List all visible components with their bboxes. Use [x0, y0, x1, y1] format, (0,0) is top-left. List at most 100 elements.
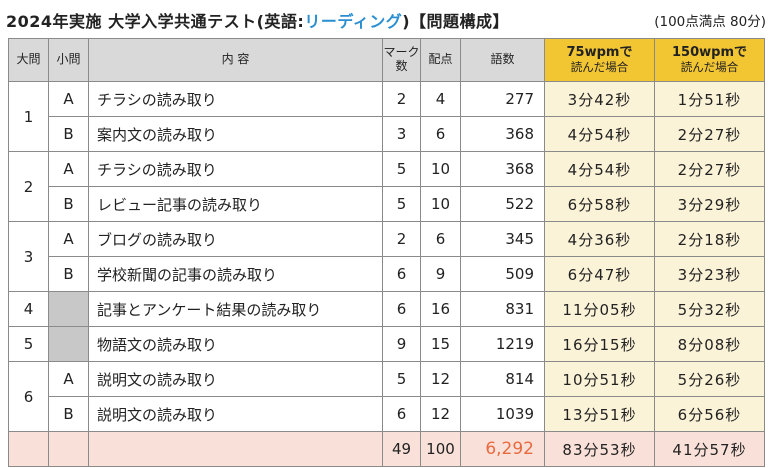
content-cell: レビュー記事の読み取り [88, 186, 383, 222]
time-150-cell: 8分08秒 [654, 326, 765, 362]
points-cell: 4 [420, 81, 461, 117]
total-empty-cell [8, 431, 49, 467]
content-cell: チラシの読み取り [88, 81, 383, 117]
shomon-cell: B [48, 396, 89, 432]
daimon-cell: 3 [8, 221, 49, 292]
marks-cell: 6 [382, 396, 421, 432]
header-150wpm: 150wpmで 読んだ場合 [654, 38, 765, 82]
words-cell: 368 [460, 151, 545, 187]
title-suffix: )【問題構成】 [402, 12, 510, 31]
marks-cell: 6 [382, 291, 421, 327]
daimon-cell: 1 [8, 81, 49, 152]
page-title: 2024年実施 大学入学共通テスト(英語:リーディング)【問題構成】 [6, 8, 509, 32]
marks-cell: 6 [382, 256, 421, 292]
structure-table: 大問 小問 内 容 マーク数 配点 語数 75wpmで 読んだ場合 150wpmで… [8, 38, 765, 467]
table-row: 2 A チラシの読み取り 5 10 368 4分54秒 2分27秒 [8, 151, 765, 222]
shomon-cell: A [48, 361, 89, 397]
time-75-cell: 4分54秒 [544, 151, 655, 187]
content-cell: 記事とアンケート結果の読み取り [88, 291, 383, 327]
table-row: 5 物語文の読み取り 9 15 1219 16分15秒 8分08秒 [8, 326, 765, 362]
shomon-cell: A [48, 81, 89, 117]
marks-cell: 2 [382, 81, 421, 117]
marks-cell: 9 [382, 326, 421, 362]
content-cell: 説明文の読み取り [88, 396, 383, 432]
header-75wpm: 75wpmで 読んだ場合 [544, 38, 655, 82]
total-time-150: 41分57秒 [654, 431, 765, 467]
shomon-empty-cell [48, 326, 89, 362]
content-cell: チラシの読み取り [88, 151, 383, 187]
daimon-cell: 4 [8, 291, 49, 327]
total-empty-cell [48, 431, 89, 467]
total-marks: 49 [382, 431, 421, 467]
daimon-cell: 6 [8, 361, 49, 432]
marks-cell: 5 [382, 186, 421, 222]
words-cell: 368 [460, 116, 545, 152]
time-75-cell: 4分36秒 [544, 221, 655, 257]
points-cell: 16 [420, 291, 461, 327]
header-haiten: 配点 [420, 38, 461, 82]
daimon-cell: 5 [8, 326, 49, 362]
header-shomon: 小問 [48, 38, 89, 82]
points-cell: 6 [420, 221, 461, 257]
table-row: B レビュー記事の読み取り 5 10 522 6分58秒 3分29秒 [9, 186, 765, 222]
header-150wpm-line1: 150wpmで [672, 44, 747, 60]
words-cell: 522 [460, 186, 545, 222]
shomon-cell: B [48, 116, 89, 152]
header-75wpm-line2: 読んだ場合 [570, 59, 629, 74]
words-cell: 1039 [460, 396, 545, 432]
header-daimon: 大問 [8, 38, 49, 82]
words-cell: 277 [460, 81, 545, 117]
total-row: 49 100 6,292 83分53秒 41分57秒 [8, 431, 765, 467]
table-row: B 案内文の読み取り 3 6 368 4分54秒 2分27秒 [9, 116, 765, 152]
points-cell: 9 [420, 256, 461, 292]
table-row: 6 A 説明文の読み取り 5 12 814 10分51秒 5分26秒 [8, 361, 765, 432]
header-mark-line1: マーク [383, 45, 420, 60]
words-cell: 345 [460, 221, 545, 257]
points-cell: 12 [420, 396, 461, 432]
words-cell: 814 [460, 361, 545, 397]
time-150-cell: 6分56秒 [654, 396, 765, 432]
content-cell: ブログの読み取り [88, 221, 383, 257]
time-75-cell: 16分15秒 [544, 326, 655, 362]
shomon-cell: A [48, 221, 89, 257]
table-row: 3 A ブログの読み取り 2 6 345 4分36秒 2分18秒 [8, 221, 765, 292]
time-150-cell: 2分27秒 [654, 116, 765, 152]
header-gosu: 語数 [460, 38, 545, 82]
total-empty-cell [88, 431, 383, 467]
time-150-cell: 2分27秒 [654, 151, 765, 187]
header-75wpm-line1: 75wpmで [566, 44, 633, 60]
words-cell: 509 [460, 256, 545, 292]
table-row: 1 A チラシの読み取り 2 4 277 3分42秒 1分51秒 [8, 81, 765, 152]
shomon-empty-cell [48, 291, 89, 327]
total-points: 100 [420, 431, 461, 467]
title-highlight: リーディング [304, 12, 403, 31]
time-75-cell: 4分54秒 [544, 116, 655, 152]
shomon-cell: A [48, 151, 89, 187]
title-prefix: 2024年実施 大学入学共通テスト(英語: [6, 12, 305, 31]
time-75-cell: 6分47秒 [544, 256, 655, 292]
time-150-cell: 2分18秒 [654, 221, 765, 257]
marks-cell: 3 [382, 116, 421, 152]
marks-cell: 5 [382, 151, 421, 187]
time-150-cell: 5分32秒 [654, 291, 765, 327]
time-150-cell: 3分23秒 [654, 256, 765, 292]
header-150wpm-line2: 読んだ場合 [680, 59, 739, 74]
time-75-cell: 11分05秒 [544, 291, 655, 327]
points-cell: 10 [420, 186, 461, 222]
time-150-cell: 3分29秒 [654, 186, 765, 222]
total-words: 6,292 [460, 431, 545, 467]
content-cell: 説明文の読み取り [88, 361, 383, 397]
title-bar: 2024年実施 大学入学共通テスト(英語:リーディング)【問題構成】 (100点… [6, 4, 766, 34]
header-naiyou: 内 容 [88, 38, 383, 82]
content-cell: 物語文の読み取り [88, 326, 383, 362]
content-cell: 学校新聞の記事の読み取り [88, 256, 383, 292]
marks-cell: 2 [382, 221, 421, 257]
daimon-cell: 2 [8, 151, 49, 222]
points-cell: 10 [420, 151, 461, 187]
time-150-cell: 1分51秒 [654, 81, 765, 117]
total-time-75: 83分53秒 [544, 431, 655, 467]
points-cell: 15 [420, 326, 461, 362]
table-row: 4 記事とアンケート結果の読み取り 6 16 831 11分05秒 5分32秒 [8, 291, 765, 327]
marks-cell: 5 [382, 361, 421, 397]
words-cell: 831 [460, 291, 545, 327]
